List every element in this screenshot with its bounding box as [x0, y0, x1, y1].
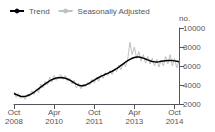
svg-text:Trend: Trend [29, 7, 50, 16]
svg-text:Oct: Oct [168, 108, 181, 117]
svg-text:2014: 2014 [166, 117, 184, 126]
svg-text:4000: 4000 [183, 81, 201, 90]
svg-text:2008: 2008 [5, 117, 23, 126]
svg-text:no.: no. [179, 14, 190, 23]
svg-text:10000: 10000 [183, 24, 206, 33]
svg-text:Oct: Oct [88, 108, 101, 117]
svg-text:2013: 2013 [126, 117, 144, 126]
svg-text:8000: 8000 [183, 43, 201, 52]
svg-text:Apr: Apr [48, 108, 61, 117]
svg-text:Seasonally Adjusted: Seasonally Adjusted [78, 7, 150, 16]
svg-text:2011: 2011 [86, 117, 104, 126]
svg-text:Apr: Apr [128, 108, 141, 117]
svg-text:2010: 2010 [45, 117, 63, 126]
svg-text:2000: 2000 [183, 100, 201, 109]
svg-text:6000: 6000 [183, 62, 201, 71]
svg-text:Oct: Oct [8, 108, 21, 117]
